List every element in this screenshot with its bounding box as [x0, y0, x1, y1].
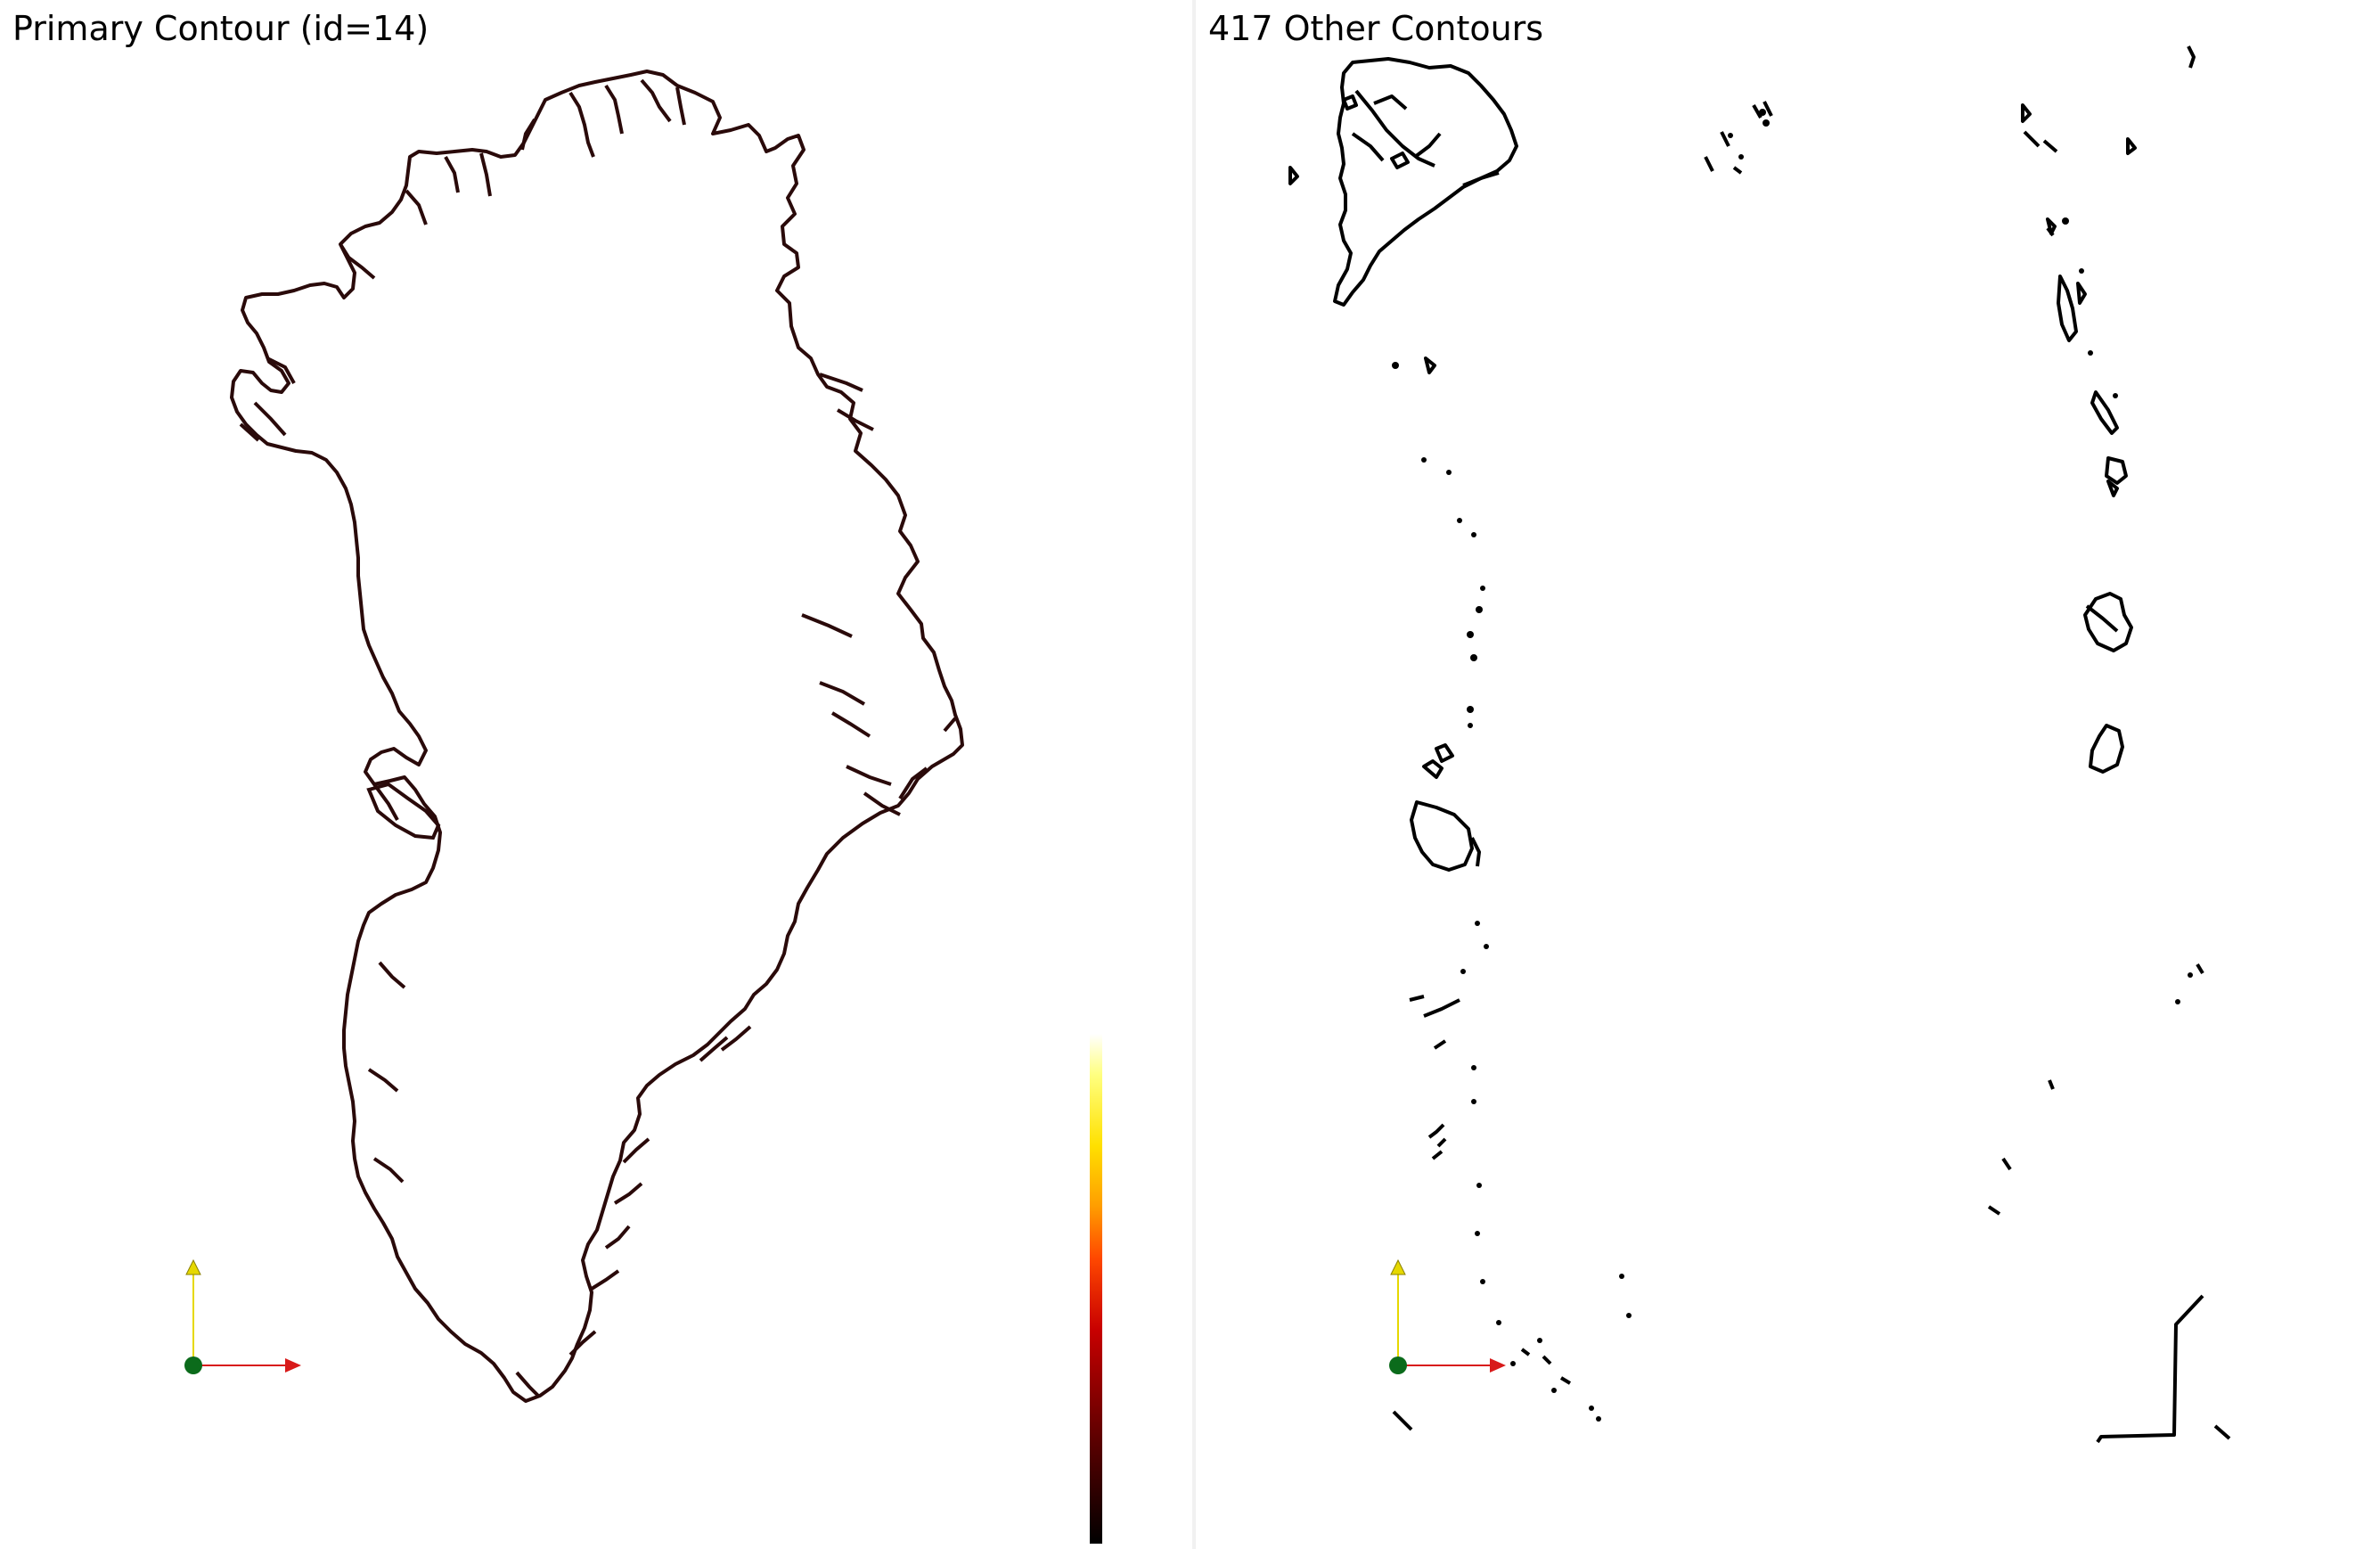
other-contour-island: [2083, 592, 2133, 652]
other-contour-dot: [1480, 586, 1485, 591]
other-contour-island: [2106, 479, 2119, 497]
other-contour-dot: [1484, 944, 1489, 949]
other-contour-sliver: [1704, 101, 1773, 175]
y-axis-arrow-icon: [185, 1258, 201, 1275]
other-contour-dot: [1759, 109, 1766, 116]
right-viewport[interactable]: 417 Other Contours: [1196, 0, 2380, 1549]
other-contour-dot: [1596, 1416, 1601, 1422]
other-contour-fragment: [1520, 1348, 1572, 1385]
other-contour-dot: [2113, 393, 2118, 398]
axis-origin-icon: [1389, 1356, 1407, 1374]
other-contour-dot: [2088, 350, 2093, 356]
other-contour-fragment: [1987, 1157, 2012, 1216]
other-contour-northwest: [1333, 57, 1518, 307]
other-contour-dot: [1476, 606, 1483, 613]
axis-origin-icon: [184, 1356, 202, 1374]
other-contour-border-line: [1392, 1410, 1413, 1431]
other-contour-island: [2089, 724, 2124, 774]
primary-contour-fjord: [239, 78, 957, 1397]
other-contour-dot: [1626, 1313, 1632, 1318]
other-contour-island: [2057, 275, 2078, 342]
other-contour-dot: [2188, 972, 2193, 978]
other-contour-island: [1410, 800, 1474, 872]
right-view-title: 417 Other Contours: [1208, 9, 1544, 48]
y-axis-arrow-icon: [1390, 1258, 1406, 1275]
other-contour-island: [2076, 282, 2087, 305]
other-contour-island: [2126, 137, 2137, 155]
x-axis-arrow-icon: [285, 1358, 301, 1373]
left-view-title: Primary Contour (id=14): [12, 9, 429, 48]
other-contour-dot: [1446, 470, 1452, 475]
other-contour-dot: [1457, 518, 1462, 523]
other-contour-fragment: [1409, 995, 1460, 1050]
other-contour-dot: [1589, 1406, 1594, 1411]
viewport-divider[interactable]: [1192, 0, 1196, 1549]
other-contour-dot: [1460, 969, 1466, 974]
other-contour-dot: [2062, 217, 2069, 225]
other-contour-dots: [1392, 109, 2193, 1422]
other-contour-fragment: [2048, 1079, 2055, 1090]
other-contour-dot: [1468, 723, 1473, 728]
other-contour-dot: [1475, 921, 1480, 926]
other-contour-dot: [1471, 1099, 1476, 1104]
other-contour-fragment: [1427, 1123, 1447, 1160]
other-contour-island: [2090, 390, 2119, 435]
other-contour-dot: [2175, 999, 2180, 1004]
other-contour-dot: [1763, 119, 1770, 127]
other-contour-dot: [1510, 1361, 1516, 1366]
other-contour-dot: [1471, 532, 1476, 537]
other-contour-dot: [1467, 706, 1474, 713]
other-contour-dot: [1421, 457, 1427, 463]
other-contour-island: [2105, 456, 2128, 485]
other-contour-northwest-inlet: [1351, 89, 1500, 187]
other-contour-island: [1390, 152, 1410, 169]
other-contours-group: [1288, 45, 2231, 1444]
other-contour-island: [2021, 103, 2032, 123]
other-contour-dot: [1619, 1274, 1624, 1279]
other-contour-fragment: [2213, 1424, 2231, 1440]
other-contour-island: [1288, 166, 1299, 185]
colorbar: [1090, 1034, 1102, 1544]
other-contour-sliver: [2187, 45, 2196, 69]
other-contour-dot: [1475, 1231, 1480, 1236]
other-contour-island: [1342, 94, 1358, 111]
primary-contour-plot: [230, 70, 964, 1403]
other-contour-fragment: [2196, 963, 2204, 975]
other-contour-dot: [2079, 268, 2084, 274]
orientation-axes-icon: [1389, 1258, 1506, 1374]
other-contour-island: [2085, 604, 2119, 633]
other-contour-island: [1422, 759, 1444, 779]
primary-contour-island: [366, 782, 441, 840]
other-contour-island: [1470, 837, 1481, 867]
other-contour-dot: [1728, 133, 1733, 138]
other-contour-dot: [1471, 1065, 1476, 1070]
other-contour-island: [2046, 217, 2057, 235]
other-contour-dot: [1738, 154, 1744, 160]
x-axis-arrow-icon: [1490, 1358, 1506, 1373]
other-contour-dot: [1476, 1183, 1482, 1188]
other-contour-island: [1424, 357, 1436, 374]
left-viewport[interactable]: Primary Contour (id=14): [0, 0, 1192, 1549]
other-contour-dot: [1496, 1320, 1501, 1325]
other-contour-dot: [1537, 1338, 1542, 1343]
other-contour-island: [1435, 743, 1454, 763]
other-contour-border-line: [2096, 1294, 2204, 1444]
other-contour-sliver: [2023, 130, 2058, 153]
other-contour-dot: [1392, 362, 1399, 369]
orientation-axes-icon: [184, 1258, 301, 1374]
other-contour-dot: [1480, 1279, 1485, 1284]
other-contour-dot: [1467, 631, 1474, 638]
other-contour-dot: [1470, 654, 1477, 661]
primary-contour-outline: [230, 70, 964, 1403]
other-contour-dot: [1551, 1388, 1557, 1393]
other-contours-plot: [1288, 45, 2231, 1444]
